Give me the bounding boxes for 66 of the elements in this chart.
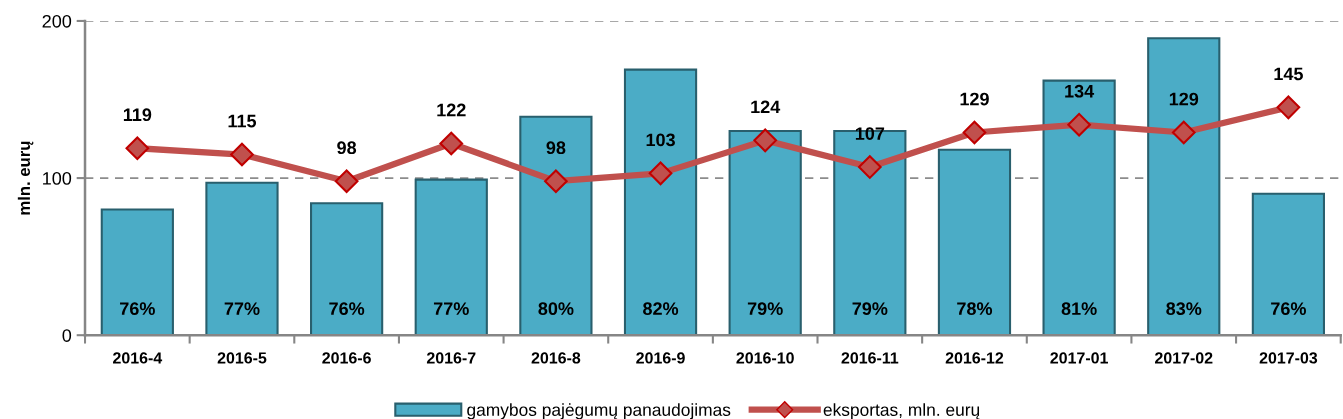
- annotation: 76%: [120, 302, 155, 316]
- x-tick-label: 2016-8: [531, 352, 581, 364]
- point: [1067, 112, 1091, 137]
- point: [125, 136, 150, 161]
- x-tick-label: 2016-12: [945, 352, 1004, 364]
- x-tick-label: 2017-01: [1050, 352, 1108, 364]
- legend-label: eksportas, mln. eurų: [823, 403, 980, 419]
- y-tick-label: 200: [42, 14, 72, 28]
- bar: [833, 129, 907, 336]
- data-label: 98: [337, 141, 357, 155]
- x-tick-label: 2017-03: [1259, 352, 1318, 364]
- point: [962, 120, 987, 145]
- x-tick-label: 2016-5: [217, 352, 267, 364]
- annotation: 81%: [1061, 302, 1097, 316]
- bar: [519, 115, 593, 336]
- point: [439, 131, 464, 156]
- data-label: 134: [1065, 84, 1095, 98]
- x-tick-label: 2016-9: [636, 352, 685, 364]
- x-tick-label: 2016-11: [841, 352, 899, 364]
- bar: [623, 68, 698, 336]
- point: [857, 155, 882, 179]
- data-label: 119: [123, 108, 152, 122]
- annotation: 77%: [433, 302, 469, 316]
- bar: [728, 129, 802, 336]
- data-label: 122: [437, 103, 466, 117]
- bar: [310, 202, 384, 336]
- annotation: 80%: [538, 302, 574, 316]
- bar: [1147, 37, 1221, 336]
- bar: [205, 181, 279, 336]
- x-tick-label: 2016-4: [113, 352, 163, 364]
- point: [648, 161, 673, 186]
- annotation: 76%: [329, 302, 365, 316]
- bar: [100, 208, 174, 336]
- data-label: 103: [646, 133, 675, 147]
- bar: [1042, 79, 1116, 336]
- x-tick-label: 2016-6: [322, 352, 371, 364]
- annotation: 82%: [643, 302, 679, 316]
- annotation: 79%: [852, 302, 888, 316]
- annotation: 77%: [224, 302, 260, 316]
- legend-label: gamybos pajėgumų panaudojimas: [467, 403, 731, 419]
- bar: [937, 148, 1012, 336]
- y-tick-label: 0: [62, 329, 72, 342]
- data-label: 124: [751, 100, 781, 114]
- annotation: 83%: [1166, 302, 1202, 316]
- y-tick-label: 100: [43, 172, 72, 185]
- data-label: 129: [1169, 92, 1199, 106]
- point: [334, 169, 359, 194]
- annotation: 76%: [1271, 302, 1306, 316]
- x-tick-label: 2017-02: [1155, 352, 1213, 364]
- x-tick-label: 2016-7: [426, 352, 476, 364]
- data-label: 145: [1274, 67, 1303, 81]
- point: [1171, 120, 1196, 145]
- data-label: 115: [228, 114, 257, 128]
- point: [1276, 95, 1301, 120]
- bar: [414, 178, 488, 336]
- x-tick-label: 2016-10: [736, 352, 794, 364]
- point: [753, 128, 778, 153]
- point: [230, 142, 254, 167]
- data-label: 129: [960, 92, 989, 106]
- annotation: 79%: [747, 302, 783, 316]
- point: [544, 169, 568, 194]
- data-label: 107: [855, 127, 885, 140]
- data-label: 98: [546, 141, 566, 155]
- bar: [1251, 192, 1326, 336]
- y-axis-title: mln. eurų: [17, 141, 34, 215]
- annotation: 78%: [957, 302, 993, 316]
